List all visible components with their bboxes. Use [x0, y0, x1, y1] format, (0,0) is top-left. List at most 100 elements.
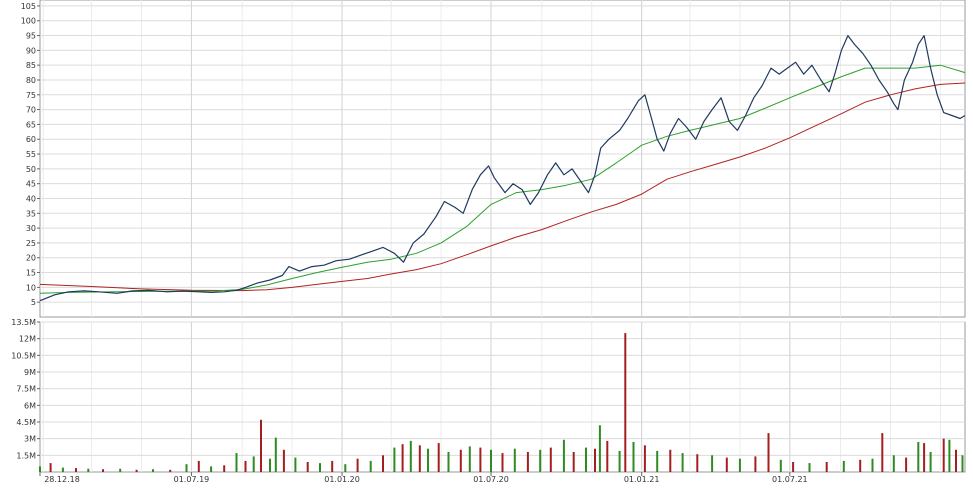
price-y-tick-label: 20: [26, 254, 36, 263]
volume-bar: [260, 419, 262, 472]
price-y-tick-label: 105: [21, 2, 36, 11]
x-tick-label: 01.07.20: [473, 475, 509, 484]
x-tick-label: 28.12.18: [44, 475, 80, 484]
volume-bar: [479, 447, 482, 472]
volume-bar: [252, 456, 255, 472]
volume-bar: [152, 469, 154, 472]
volume-bar: [356, 458, 359, 472]
volume-bar: [513, 448, 516, 472]
volume-bar: [808, 463, 811, 472]
volume-bar: [197, 460, 200, 472]
volume-bar: [135, 469, 138, 472]
price-y-tick-label: 30: [26, 224, 36, 233]
volume-bar: [235, 453, 238, 472]
date-axis: 28.12.18 01.07.19 01.01.20 01.07.20 01.01.21…: [39, 472, 808, 484]
volume-bar: [306, 462, 309, 472]
volume-bar: [539, 449, 542, 472]
price-y-tick-label: 80: [26, 76, 36, 85]
moving-average-long-line: [39, 82, 966, 292]
volume-bar: [942, 438, 945, 472]
price-grid: [40, 0, 965, 317]
volume-bar: [754, 456, 757, 472]
volume-bar: [549, 447, 552, 472]
volume-bar: [618, 450, 621, 472]
volume-y-tick-label: 12M: [19, 335, 36, 344]
volume-bar: [929, 452, 932, 472]
volume-bar: [418, 445, 421, 472]
volume-bar: [643, 445, 646, 472]
volume-bar: [859, 459, 862, 472]
volume-bar: [562, 439, 565, 472]
price-y-tick-label: 40: [26, 194, 36, 203]
volume-bar: [792, 462, 795, 472]
volume-bar: [437, 443, 440, 472]
volume-bar: [490, 449, 492, 472]
volume-bar: [87, 468, 90, 472]
volume-bar: [842, 460, 845, 472]
x-tick-label: 01.01.21: [624, 475, 660, 484]
volume-bar: [948, 439, 951, 472]
volume-bar: [49, 463, 52, 472]
volume-bar: [779, 459, 782, 472]
price-y-tick-label: 50: [26, 165, 36, 174]
volume-bar: [594, 448, 596, 472]
volume-bar: [269, 458, 271, 472]
price-y-tick-label: 95: [26, 32, 36, 41]
volume-bar: [319, 463, 321, 472]
volume-bar: [632, 442, 635, 472]
volume-y-tick-label: 1.5M: [16, 451, 36, 460]
price-line: [39, 35, 966, 302]
volume-bar: [572, 452, 575, 472]
volume-bar: [905, 457, 908, 472]
volume-bar: [169, 469, 172, 472]
price-y-tick-label: 45: [26, 180, 36, 189]
volume-bar: [223, 465, 226, 472]
volume-bar: [427, 448, 429, 472]
price-y-tick-label: 15: [26, 269, 36, 278]
volume-bar: [382, 455, 384, 472]
volume-bar: [961, 455, 964, 472]
volume-bar: [923, 443, 926, 472]
price-y-tick-label: 75: [26, 91, 36, 100]
volume-y-axis: 1.5M 3M 4.5M 6M 7.5M 9M 10.5M 12M 13.5M: [11, 318, 40, 460]
volume-bar: [696, 454, 699, 472]
volume-bar: [681, 453, 684, 472]
price-y-tick-label: 60: [26, 135, 36, 144]
volume-bar: [725, 457, 728, 472]
volume-y-tick-label: 13.5M: [11, 318, 36, 327]
volume-bar: [881, 433, 884, 472]
volume-bar: [210, 466, 213, 472]
volume-bar: [331, 460, 334, 472]
volume-bar: [61, 467, 64, 472]
volume-bar: [459, 449, 462, 472]
volume-bar: [294, 457, 297, 472]
volume-bar: [871, 458, 874, 472]
volume-bar: [501, 453, 504, 472]
volume-bar: [624, 333, 627, 472]
volume-bar: [767, 433, 770, 472]
x-tick-label: 01.07.19: [174, 475, 210, 484]
volume-bar: [102, 469, 104, 472]
volume-bar: [282, 449, 285, 472]
volume-y-tick-label: 9M: [24, 368, 36, 377]
volume-bar: [585, 447, 587, 472]
price-y-axis: 5 10 15 20 25 30 35 40 45 50 55 60 65 70 75 80 85 90 95 100…: [21, 2, 40, 307]
price-y-tick-label: 70: [26, 106, 36, 115]
volume-grid: [40, 321, 965, 472]
volume-bar: [606, 440, 609, 472]
volume-panel: 1.5M 3M 4.5M 6M 7.5M 9M 10.5M 12M 13.5M: [11, 318, 966, 473]
volume-y-tick-label: 10.5M: [11, 351, 36, 360]
price-series: [39, 35, 966, 302]
volume-bar: [401, 444, 404, 472]
volume-bar: [955, 449, 957, 472]
price-y-tick-label: 35: [26, 209, 36, 218]
volume-bar: [892, 455, 895, 472]
volume-bar: [598, 425, 601, 472]
volume-bar: [274, 437, 277, 472]
x-tick-label: 01.07.21: [772, 475, 808, 484]
volume-plot-area: [39, 321, 966, 473]
volume-bar: [244, 460, 247, 472]
volume-bar: [409, 440, 412, 472]
price-y-tick-label: 55: [26, 150, 36, 159]
